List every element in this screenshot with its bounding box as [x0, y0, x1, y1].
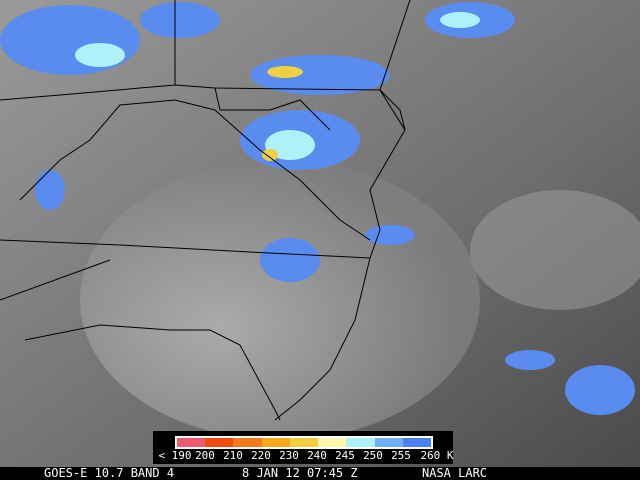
legend-tick: < 190 [158, 449, 192, 462]
legend-tick: 230 [279, 449, 299, 462]
satellite-band-label: GOES-E 10.7 BAND 4 [44, 466, 175, 480]
color-swatch [318, 438, 347, 447]
legend-tick: 245 [335, 449, 355, 462]
color-swatch [374, 438, 403, 447]
color-swatch [289, 438, 319, 447]
color-swatch [402, 438, 431, 447]
satellite-image [0, 0, 640, 467]
legend-tick: 250 [363, 449, 383, 462]
temperature-legend: < 190 200 210 220 230 240 245 250 255 26… [153, 431, 454, 464]
color-swatch [205, 438, 234, 447]
color-swatch [261, 438, 290, 447]
legend-tick: 260 K [420, 449, 454, 462]
image-caption-bar: GOES-E 10.7 BAND 4 8 JAN 12 07:45 Z NASA… [0, 467, 640, 480]
timestamp-label: 8 JAN 12 07:45 Z [242, 466, 358, 480]
legend-tick: 255 [391, 449, 411, 462]
state-borders [0, 0, 410, 420]
source-label: NASA LARC [422, 466, 488, 480]
legend-tick: 240 [307, 449, 327, 462]
legend-tick: 200 [195, 449, 215, 462]
color-scale-bar [175, 436, 433, 449]
color-swatch [233, 438, 262, 447]
color-swatch [346, 438, 375, 447]
color-swatch [177, 438, 206, 447]
legend-tick: 210 [223, 449, 243, 462]
legend-tick: 220 [251, 449, 271, 462]
